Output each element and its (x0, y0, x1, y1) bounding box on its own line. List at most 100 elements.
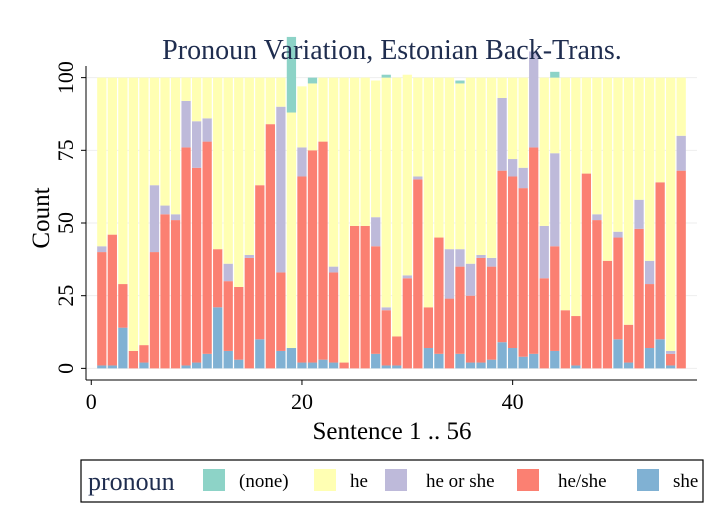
bar-segment-she-sentence-11 (202, 353, 212, 369)
bar-segment-he-she-sentence-15 (244, 257, 254, 369)
bar-segment-he-or-she-sentence-50 (613, 231, 623, 238)
bar-segment-he-she-sentence-8 (170, 220, 181, 369)
bar-segment-he-she-sentence-39 (497, 170, 507, 343)
bar-segment-he-she-sentence-7 (160, 214, 170, 369)
bar-segment-none-sentence-44 (550, 71, 560, 78)
bar-segment-he-sentence-1 (97, 77, 107, 247)
bar-segment-she-sentence-51 (623, 362, 634, 369)
bar-segment-he-sentence-39 (497, 77, 507, 98)
bar-segment-he-sentence-13 (223, 77, 233, 264)
bar-segment-he-she-sentence-34 (444, 298, 455, 369)
bar-segment-he-sentence-18 (276, 77, 286, 107)
bar-segment-he-sentence-28 (381, 77, 391, 308)
bar-segment-he-or-she-sentence-43 (539, 225, 549, 279)
bar-segment-he-sentence-32 (423, 77, 434, 308)
bar-segment-he-she-sentence-49 (602, 260, 613, 369)
bar-segment-he-she-sentence-35 (455, 266, 465, 354)
bar-segment-he-sentence-34 (444, 77, 455, 250)
y-tick-label: 25 (53, 285, 78, 307)
bar-segment-he-she-sentence-14 (234, 286, 244, 360)
bar-segment-he-she-sentence-32 (423, 307, 434, 349)
bar-segment-he-or-she-sentence-56 (676, 135, 686, 171)
bar-segment-she-sentence-32 (423, 348, 434, 369)
bar-segment-he-sentence-36 (465, 77, 476, 264)
bar-segment-he-sentence-22 (318, 77, 328, 142)
bar-segment-he-sentence-54 (655, 77, 665, 183)
bar-segment-she-sentence-40 (508, 348, 518, 369)
bar-segment-he-sentence-16 (255, 77, 265, 186)
bar-segment-he-she-sentence-24 (339, 362, 349, 369)
bar-segment-she-sentence-10 (191, 362, 202, 369)
bar-segment-he-she-sentence-27 (371, 246, 381, 354)
bar-segment-he-sentence-23 (328, 77, 339, 267)
bar-segment-he-sentence-46 (571, 77, 581, 317)
bar-segment-he-or-she-sentence-41 (518, 167, 528, 189)
bar-segment-he-sentence-30 (402, 74, 412, 276)
bar-segment-she-sentence-13 (223, 350, 233, 369)
bar-segment-he-or-she-sentence-31 (413, 176, 423, 180)
bar-segment-none-sentence-19 (286, 36, 297, 113)
legend-label-none: (none) (239, 471, 289, 492)
bar-segment-he-she-sentence-40 (508, 176, 518, 349)
bar-segment-she-sentence-27 (371, 353, 381, 369)
bar-segment-he-or-she-sentence-7 (160, 205, 170, 215)
bar-segment-he-she-sentence-56 (676, 170, 686, 369)
bar-segment-he-she-sentence-20 (297, 176, 307, 363)
y-axis-label: Count (28, 187, 55, 248)
bar-segment-he-or-she-sentence-52 (634, 199, 644, 229)
legend-key-she (637, 469, 659, 491)
bar-segment-he-she-sentence-30 (402, 278, 412, 369)
bar-segment-she-sentence-41 (518, 356, 528, 369)
bar-segment-she-sentence-23 (328, 362, 339, 369)
bar-segment-he-or-she-sentence-35 (455, 249, 465, 267)
bar-segment-he-she-sentence-42 (529, 147, 539, 354)
bar-segment-he-sentence-50 (613, 77, 623, 232)
bar-segment-he-she-sentence-46 (571, 316, 581, 366)
bar-segment-she-sentence-12 (213, 307, 223, 369)
bar-segment-he-she-sentence-18 (276, 272, 286, 351)
legend: pronoun (none) he he or she he/she she (80, 459, 704, 503)
bar-segment-he-sentence-12 (213, 77, 223, 250)
bar-segment-he-or-she-sentence-42 (529, 51, 539, 148)
bar-segment-she-sentence-54 (655, 339, 665, 369)
bar-segment-she-sentence-9 (181, 365, 191, 369)
bar-segment-he-sentence-27 (371, 80, 381, 218)
bar-segment-he-sentence-35 (455, 83, 465, 250)
x-tick-label: 0 (86, 389, 97, 414)
bar-segment-he-she-sentence-44 (550, 246, 560, 351)
bar-segment-he-sentence-40 (508, 77, 518, 160)
bar-segment-she-sentence-18 (276, 350, 286, 369)
bar-segment-he-sentence-4 (128, 77, 139, 351)
bar-segment-she-sentence-42 (529, 353, 539, 369)
bar-segment-he-she-sentence-13 (223, 281, 233, 351)
legend-label-she: she (673, 471, 698, 492)
bar-segment-he-she-sentence-31 (413, 179, 423, 369)
bar-segment-he-or-she-sentence-53 (644, 260, 655, 285)
x-tick-label: 20 (291, 389, 313, 414)
bar-segment-he-or-she-sentence-11 (202, 118, 212, 142)
bar-segment-he-or-she-sentence-15 (244, 254, 254, 258)
legend-key-he-she (517, 469, 539, 491)
bar-segment-he-sentence-33 (434, 77, 444, 238)
bar-segment-he-sentence-2 (107, 77, 117, 235)
bar-segment-he-she-sentence-52 (634, 228, 644, 369)
bar-segment-he-she-sentence-4 (128, 350, 139, 369)
bar-segment-he-or-she-sentence-23 (328, 266, 339, 273)
bar-segment-he-sentence-17 (265, 77, 275, 125)
bar-segment-he-or-she-sentence-1 (97, 246, 107, 253)
bar-segment-he-she-sentence-36 (465, 295, 476, 363)
bar-segment-he-or-she-sentence-6 (149, 185, 160, 253)
bar-segment-she-sentence-16 (255, 339, 265, 369)
bar-segment-he-or-she-sentence-39 (497, 97, 507, 171)
bar-segment-he-or-she-sentence-37 (476, 254, 486, 258)
bar-segment-he-sentence-31 (413, 77, 423, 177)
bar-segment-he-she-sentence-22 (318, 141, 328, 360)
bar-segment-he-sentence-9 (181, 77, 191, 101)
bar-segment-he-sentence-25 (349, 77, 360, 226)
bar-segment-he-sentence-55 (666, 77, 676, 351)
bar-segment-he-or-she-sentence-9 (181, 100, 191, 148)
bar-segment-he-sentence-37 (476, 77, 486, 255)
bar-segment-he-sentence-21 (307, 83, 318, 151)
bar-segment-she-sentence-50 (613, 339, 623, 369)
